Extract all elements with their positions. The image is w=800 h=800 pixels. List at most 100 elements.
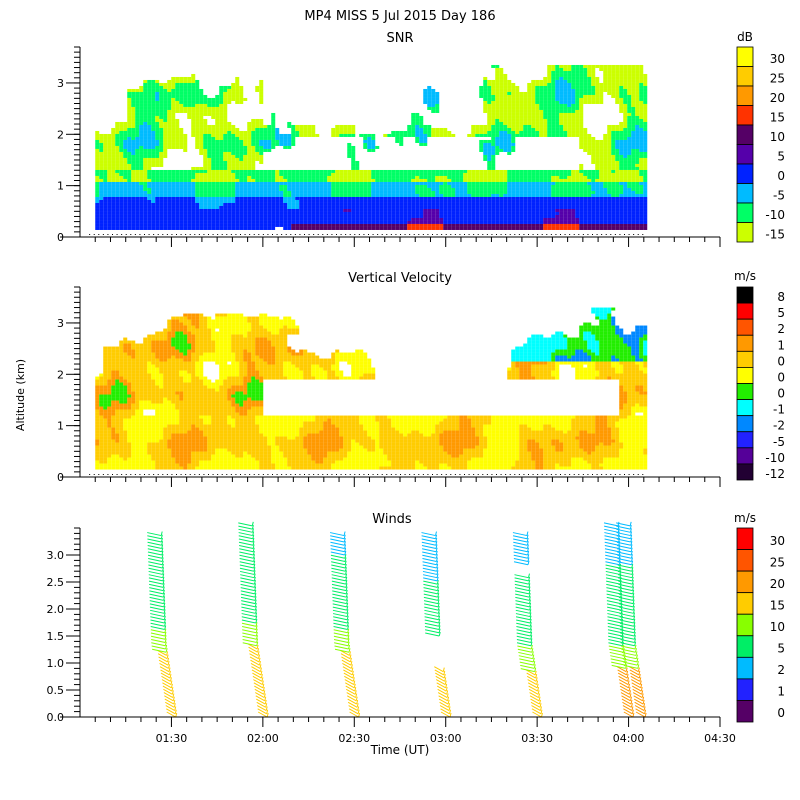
snr-cell [543, 187, 548, 191]
snr-cell [291, 226, 296, 230]
snr-cell [267, 130, 272, 134]
snr-cell [519, 205, 524, 209]
snr-cell [115, 151, 120, 155]
snr-cell [351, 166, 356, 170]
snr-cell [215, 97, 220, 101]
snr-cell [611, 94, 616, 98]
snr-cell [423, 127, 428, 131]
snr-cell [259, 121, 264, 125]
snr-cell [411, 205, 416, 209]
snr-cell [515, 97, 520, 101]
snr-cell [199, 130, 204, 134]
snr-cell [467, 178, 472, 182]
snr-cell [151, 187, 156, 191]
snr-cell [539, 100, 544, 104]
snr-cell [107, 214, 112, 218]
snr-cell [255, 118, 260, 122]
snr-cell [571, 115, 576, 119]
snr-cell [491, 181, 496, 185]
snr-cell [503, 118, 508, 122]
snr-cell [531, 205, 536, 209]
snr-cell [559, 220, 564, 224]
snr-cell [255, 187, 260, 191]
snr-cell [587, 214, 592, 218]
snr-cell [331, 175, 336, 179]
snr-cell [119, 145, 124, 149]
snr-cell [119, 208, 124, 212]
snr-cell [159, 196, 164, 200]
snr-cell [499, 178, 504, 182]
snr-cell [527, 91, 532, 95]
snr-cell [547, 124, 552, 128]
snr-cell [423, 211, 428, 215]
snr-cell [639, 79, 644, 83]
snr-cell [147, 175, 152, 179]
snr-cell [631, 115, 636, 119]
snr-cell [531, 100, 536, 104]
snr-cell [151, 79, 156, 83]
snr-cell [131, 226, 136, 230]
snr-cell [231, 220, 236, 224]
snr-cell [271, 112, 276, 116]
snr-cell [443, 187, 448, 191]
snr-cell [391, 196, 396, 200]
snr-cell [595, 184, 600, 188]
snr-cell [495, 145, 500, 149]
snr-cell [535, 109, 540, 113]
snr-cell [579, 142, 584, 146]
snr-cell [563, 106, 568, 110]
snr-cell [483, 100, 488, 104]
snr-cell [131, 154, 136, 158]
snr-cell [203, 94, 208, 98]
snr-cell [147, 226, 152, 230]
snr-cell [163, 118, 168, 122]
snr-cell [295, 220, 300, 224]
snr-cell [139, 223, 144, 227]
snr-cell [643, 130, 648, 134]
snr-cell [331, 172, 336, 176]
snr-cell [471, 124, 476, 128]
snr-cell [575, 124, 580, 128]
snr-cell [415, 169, 420, 173]
snr-cell [131, 130, 136, 134]
snr-cell [623, 208, 628, 212]
snr-cell [603, 76, 608, 80]
snr-cell [131, 136, 136, 140]
snr-cell [363, 217, 368, 221]
snr-cell [263, 181, 268, 185]
snr-cell [143, 109, 148, 113]
snr-cell [595, 205, 600, 209]
snr-cell [127, 100, 132, 104]
snr-cell [103, 190, 108, 194]
snr-cell [599, 64, 604, 68]
snr-cell [507, 106, 512, 110]
snr-cell [215, 112, 220, 116]
snr-cell [371, 202, 376, 206]
snr-cell [203, 130, 208, 134]
snr-cell [107, 142, 112, 146]
snr-cell [107, 175, 112, 179]
snr-cell [191, 211, 196, 215]
snr-cell [131, 223, 136, 227]
y-tick-label: 3 [57, 77, 64, 90]
snr-cell [587, 190, 592, 194]
snr-cell [219, 172, 224, 176]
snr-cell [611, 163, 616, 167]
snr-cell [111, 157, 116, 161]
snr-cell [571, 208, 576, 212]
snr-cell [167, 124, 172, 128]
snr-cell [643, 163, 648, 167]
snr-cell [355, 205, 360, 209]
snr-cell [319, 202, 324, 206]
snr-cell [115, 202, 120, 206]
snr-cell [215, 157, 220, 161]
snr-cell [251, 214, 256, 218]
snr-cell [415, 118, 420, 122]
snr-cell [379, 181, 384, 185]
snr-cell [187, 172, 192, 176]
snr-cell [227, 169, 232, 173]
snr-cell [575, 184, 580, 188]
snr-cell [119, 193, 124, 197]
snr-cell [207, 133, 212, 137]
snr-cell [235, 202, 240, 206]
